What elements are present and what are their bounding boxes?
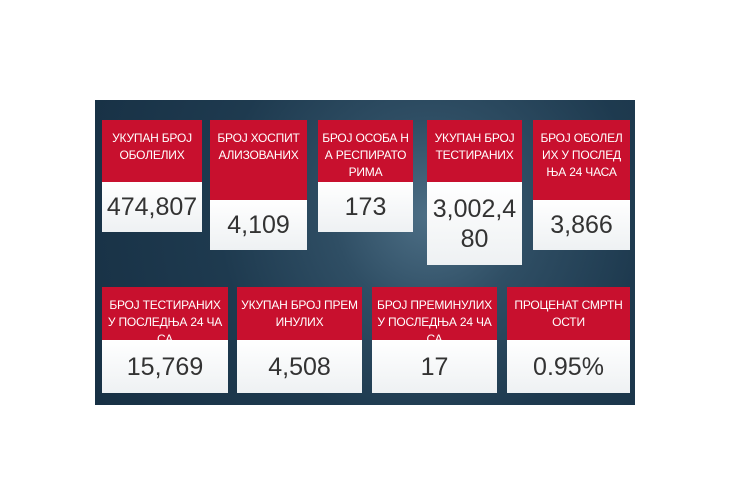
stat-card: ПРОЦЕНАТ СМРТНОСТИ 0.95% <box>507 287 630 393</box>
stat-value: 3,002,480 <box>427 182 522 265</box>
stat-value: 4,109 <box>210 200 307 250</box>
stat-label: УКУПАН БРОЈ ОБОЛЕЛИХ <box>102 120 202 182</box>
stat-card: БРОЈ ТЕСТИРАНИХ У ПОСЛЕДЊА 24 ЧАСА 15,769 <box>102 287 228 393</box>
stat-label: ПРОЦЕНАТ СМРТНОСТИ <box>507 287 630 340</box>
stat-label: БРОЈ ТЕСТИРАНИХ У ПОСЛЕДЊА 24 ЧАСА <box>102 287 228 346</box>
stat-label: БРОЈ ХОСПИТАЛИЗОВАНИХ <box>210 120 307 200</box>
stat-value: 4,508 <box>237 340 362 393</box>
stat-label: БРОЈ ОСОБА НА РЕСПИРАТОРИМА <box>318 120 413 182</box>
stat-card: УКУПАН БРОЈ ПРЕМИНУЛИХ 4,508 <box>237 287 362 393</box>
stat-value: 3,866 <box>533 200 630 250</box>
stat-value: 0.95% <box>507 340 630 393</box>
stat-card: БРОЈ ОСОБА НА РЕСПИРАТОРИМА 173 <box>318 120 413 232</box>
stat-card: БРОЈ ОБОЛЕЛИХ У ПОСЛЕДЊА 24 ЧАСА 3,866 <box>533 120 630 250</box>
stat-value: 17 <box>372 340 497 393</box>
stat-card: УКУПАН БРОЈ ТЕСТИРАНИХ 3,002,480 <box>427 120 522 265</box>
stat-label: УКУПАН БРОЈ ТЕСТИРАНИХ <box>427 120 522 182</box>
stat-label: БРОЈ ОБОЛЕЛИХ У ПОСЛЕДЊА 24 ЧАСА <box>533 120 630 200</box>
stat-value: 173 <box>318 182 413 232</box>
stat-label: БРОЈ ПРЕМИНУЛИХ У ПОСЛЕДЊА 24 ЧАСА <box>372 287 497 346</box>
stat-value: 474,807 <box>102 182 202 232</box>
stat-card: БРОЈ ПРЕМИНУЛИХ У ПОСЛЕДЊА 24 ЧАСА 17 <box>372 287 497 393</box>
stat-label: УКУПАН БРОЈ ПРЕМИНУЛИХ <box>237 287 362 340</box>
stat-value: 15,769 <box>102 340 228 393</box>
stat-card: БРОЈ ХОСПИТАЛИЗОВАНИХ 4,109 <box>210 120 307 250</box>
stat-card: УКУПАН БРОЈ ОБОЛЕЛИХ 474,807 <box>102 120 202 232</box>
